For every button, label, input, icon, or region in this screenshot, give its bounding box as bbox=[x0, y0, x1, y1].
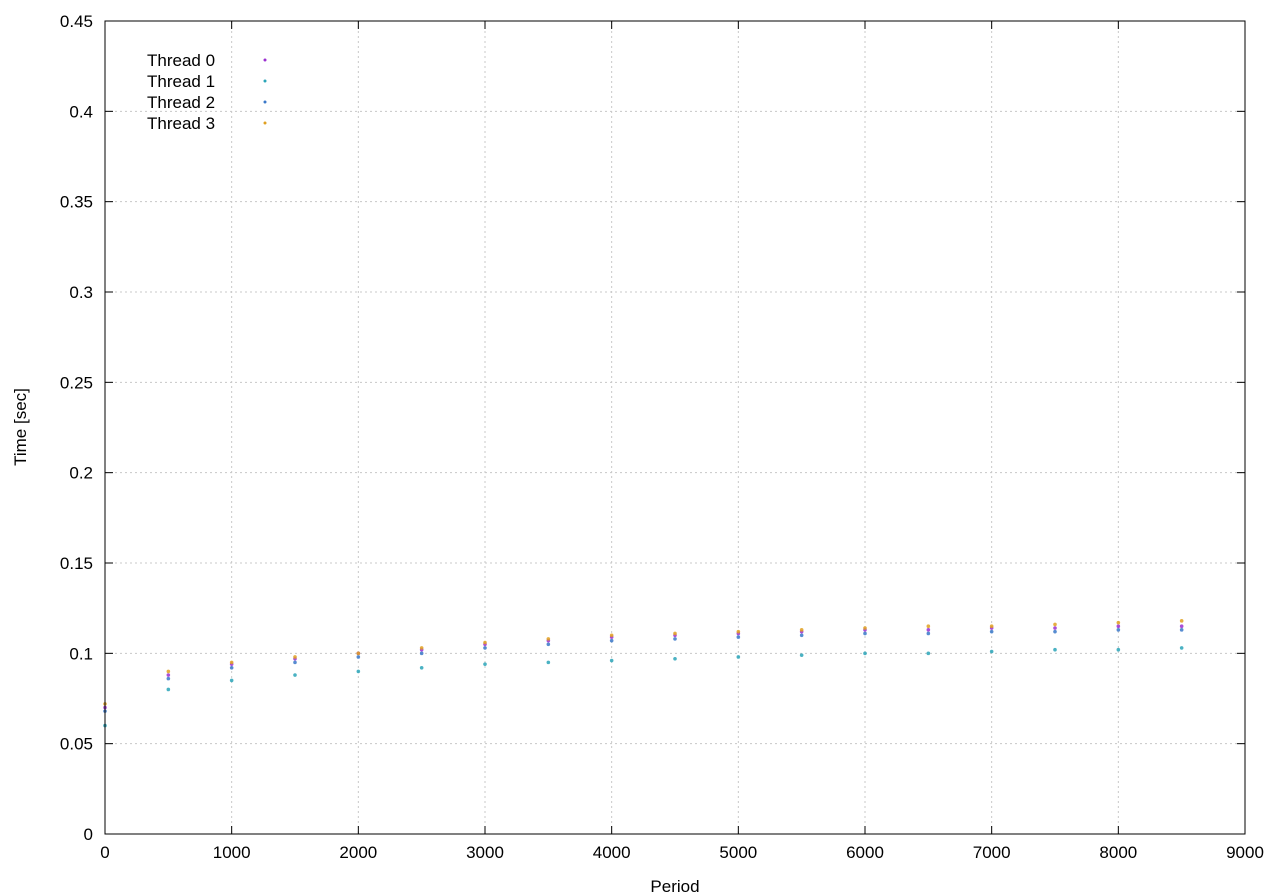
y-tick-label: 0.2 bbox=[69, 464, 93, 483]
legend-label: Thread 2 bbox=[147, 93, 215, 112]
data-point bbox=[1053, 647, 1057, 652]
data-point bbox=[419, 646, 424, 650]
y-tick-label: 0.25 bbox=[60, 373, 93, 392]
data-point bbox=[1116, 647, 1121, 652]
data-point bbox=[609, 633, 614, 638]
data-point bbox=[293, 673, 297, 677]
data-point bbox=[483, 662, 487, 666]
data-point bbox=[166, 669, 171, 674]
axis-ticks bbox=[104, 20, 1246, 835]
data-point bbox=[1179, 624, 1184, 629]
data-point bbox=[1053, 629, 1057, 634]
data-point bbox=[356, 651, 361, 656]
data-point bbox=[1116, 620, 1121, 625]
data-point bbox=[736, 655, 741, 659]
legend-label: Thread 1 bbox=[147, 72, 215, 91]
legend-label: Thread 3 bbox=[147, 114, 215, 133]
y-tick-label: 0.45 bbox=[60, 12, 93, 31]
series-points bbox=[103, 628, 1184, 713]
y-axis-label: Time [sec] bbox=[11, 388, 30, 466]
x-tick-label: 0 bbox=[100, 843, 109, 862]
y-tick-label: 0.35 bbox=[60, 193, 93, 212]
data-point bbox=[546, 642, 551, 647]
series-points bbox=[103, 646, 1184, 728]
y-tick-label: 0.05 bbox=[60, 735, 93, 754]
data-point bbox=[736, 635, 741, 639]
data-point bbox=[483, 640, 487, 645]
data-point bbox=[1053, 626, 1057, 630]
data-points bbox=[103, 619, 1184, 728]
x-tick-label: 3000 bbox=[466, 843, 504, 862]
legend: Thread 0 Thread 1 Thread 2 Thread 3 bbox=[147, 51, 267, 133]
data-point bbox=[926, 628, 931, 632]
data-point bbox=[989, 629, 994, 634]
data-point bbox=[293, 660, 297, 665]
data-point bbox=[736, 629, 741, 634]
data-point bbox=[609, 638, 614, 643]
data-point bbox=[293, 655, 297, 659]
legend-label: Thread 0 bbox=[147, 51, 215, 70]
x-tick-label: 1000 bbox=[213, 843, 251, 862]
data-point bbox=[799, 628, 804, 632]
data-point bbox=[166, 676, 171, 681]
legend-marker bbox=[263, 58, 267, 62]
data-point bbox=[546, 660, 551, 665]
data-point bbox=[356, 655, 361, 659]
data-point bbox=[863, 651, 867, 656]
data-point bbox=[419, 665, 424, 670]
x-tick-label: 2000 bbox=[339, 843, 377, 862]
grid bbox=[105, 21, 1245, 834]
data-point bbox=[673, 637, 677, 641]
legend-marker bbox=[263, 100, 267, 104]
data-point bbox=[166, 673, 171, 677]
data-point bbox=[989, 649, 994, 654]
y-tick-label: 0.4 bbox=[69, 102, 93, 121]
data-point bbox=[229, 660, 234, 665]
data-point bbox=[483, 646, 487, 650]
data-point bbox=[673, 656, 677, 661]
legend-marker bbox=[263, 79, 267, 83]
data-point bbox=[1179, 628, 1184, 632]
data-point bbox=[799, 633, 804, 638]
plot-frame bbox=[104, 20, 1246, 835]
tick-labels: 0 1000 2000 3000 4000 5000 6000 7000 8000 9000 0 0.… bbox=[60, 12, 1264, 862]
data-point bbox=[1179, 646, 1184, 650]
data-point bbox=[799, 653, 804, 657]
legend-marker bbox=[263, 121, 267, 125]
x-tick-label: 6000 bbox=[846, 843, 884, 862]
x-tick-label: 9000 bbox=[1226, 843, 1264, 862]
data-point bbox=[546, 637, 551, 641]
y-tick-label: 0.3 bbox=[69, 283, 93, 302]
data-point bbox=[863, 626, 867, 630]
data-point bbox=[1179, 619, 1184, 623]
y-tick-label: 0.1 bbox=[69, 644, 93, 663]
data-point bbox=[926, 624, 931, 629]
x-tick-label: 4000 bbox=[593, 843, 631, 862]
data-point bbox=[229, 678, 234, 683]
x-tick-label: 5000 bbox=[719, 843, 757, 862]
data-point bbox=[166, 687, 171, 692]
data-point bbox=[1053, 622, 1057, 627]
series-points bbox=[103, 624, 1184, 710]
y-tick-label: 0 bbox=[84, 825, 93, 844]
data-point bbox=[926, 651, 931, 656]
x-tick-label: 7000 bbox=[973, 843, 1011, 862]
data-point bbox=[1116, 624, 1121, 629]
data-point bbox=[673, 631, 677, 636]
series-points bbox=[103, 619, 1184, 706]
data-point bbox=[609, 658, 614, 663]
y-tick-label: 0.15 bbox=[60, 554, 93, 573]
data-point bbox=[863, 631, 867, 636]
data-point bbox=[989, 624, 994, 629]
x-axis-label: Period bbox=[650, 877, 699, 896]
data-point bbox=[1116, 628, 1121, 632]
data-point bbox=[356, 669, 361, 674]
data-point bbox=[419, 651, 424, 656]
data-point bbox=[926, 631, 931, 636]
data-point bbox=[229, 665, 234, 670]
x-tick-label: 8000 bbox=[1099, 843, 1137, 862]
